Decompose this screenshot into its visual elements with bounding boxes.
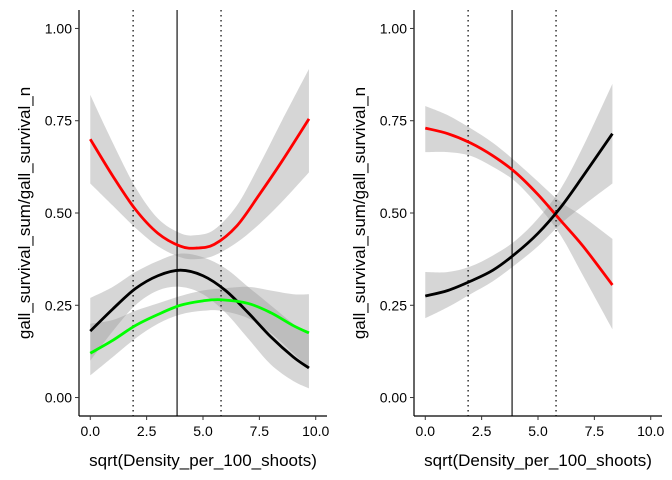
series-line-1-0 [424,126,614,286]
series-line-0-2 [89,298,310,355]
y-tick-label: 0.75 [380,113,407,129]
ci-band-1-0 [425,105,613,330]
ci-band-0-0 [90,69,309,260]
y-tick-label: 0.00 [45,390,72,406]
series-line-1-1 [424,132,614,298]
ci-band-0-2 [90,286,309,376]
ci-band-0-1 [90,253,309,389]
x-axis-title: sqrt(Density_per_100_shoots) [424,451,652,470]
x-tick-label: 5.0 [528,423,548,439]
y-tick-label: 0.75 [45,113,72,129]
x-tick-label: 2.5 [137,423,157,439]
ci-band-1-1 [425,83,613,319]
x-tick-label: 2.5 [472,423,492,439]
x-tick-label: 0.0 [81,423,101,439]
x-axis-title: sqrt(Density_per_100_shoots) [89,451,317,470]
y-tick-label: 0.50 [380,205,407,221]
right-panel: 0.00 0.25 0.50 0.75 1.00 0.0 2.5 5.0 7.5 10.0 sqrt… [350,10,665,470]
series-line-0-0 [89,118,311,250]
y-tick-label: 1.00 [45,20,72,36]
ci-bands [90,69,309,389]
x-tick-label: 5.0 [193,423,213,439]
y-axis-title: gall_survival_sum/gall_survival_n [350,87,369,339]
y-tick-label: 0.25 [380,297,407,313]
y-tick-label: 0.50 [45,205,72,221]
y-tick-label: 1.00 [380,20,407,36]
x-tick-label: 0.0 [416,423,436,439]
left-panel: 0.00 0.25 0.50 0.75 1.00 0.0 2.5 5.0 7.5 10.0 sqrt… [15,10,330,470]
x-tick-label: 10.0 [302,423,329,439]
y-axis-title: gall_survival_sum/gall_survival_n [15,87,34,339]
y-tick-label: 0.00 [380,390,407,406]
series-line-0-1 [89,268,310,370]
y-tick-label: 0.25 [45,297,72,313]
ci-bands [425,83,613,330]
x-tick-label: 7.5 [585,423,605,439]
x-tick-label: 10.0 [637,423,664,439]
x-tick-label: 7.5 [250,423,270,439]
